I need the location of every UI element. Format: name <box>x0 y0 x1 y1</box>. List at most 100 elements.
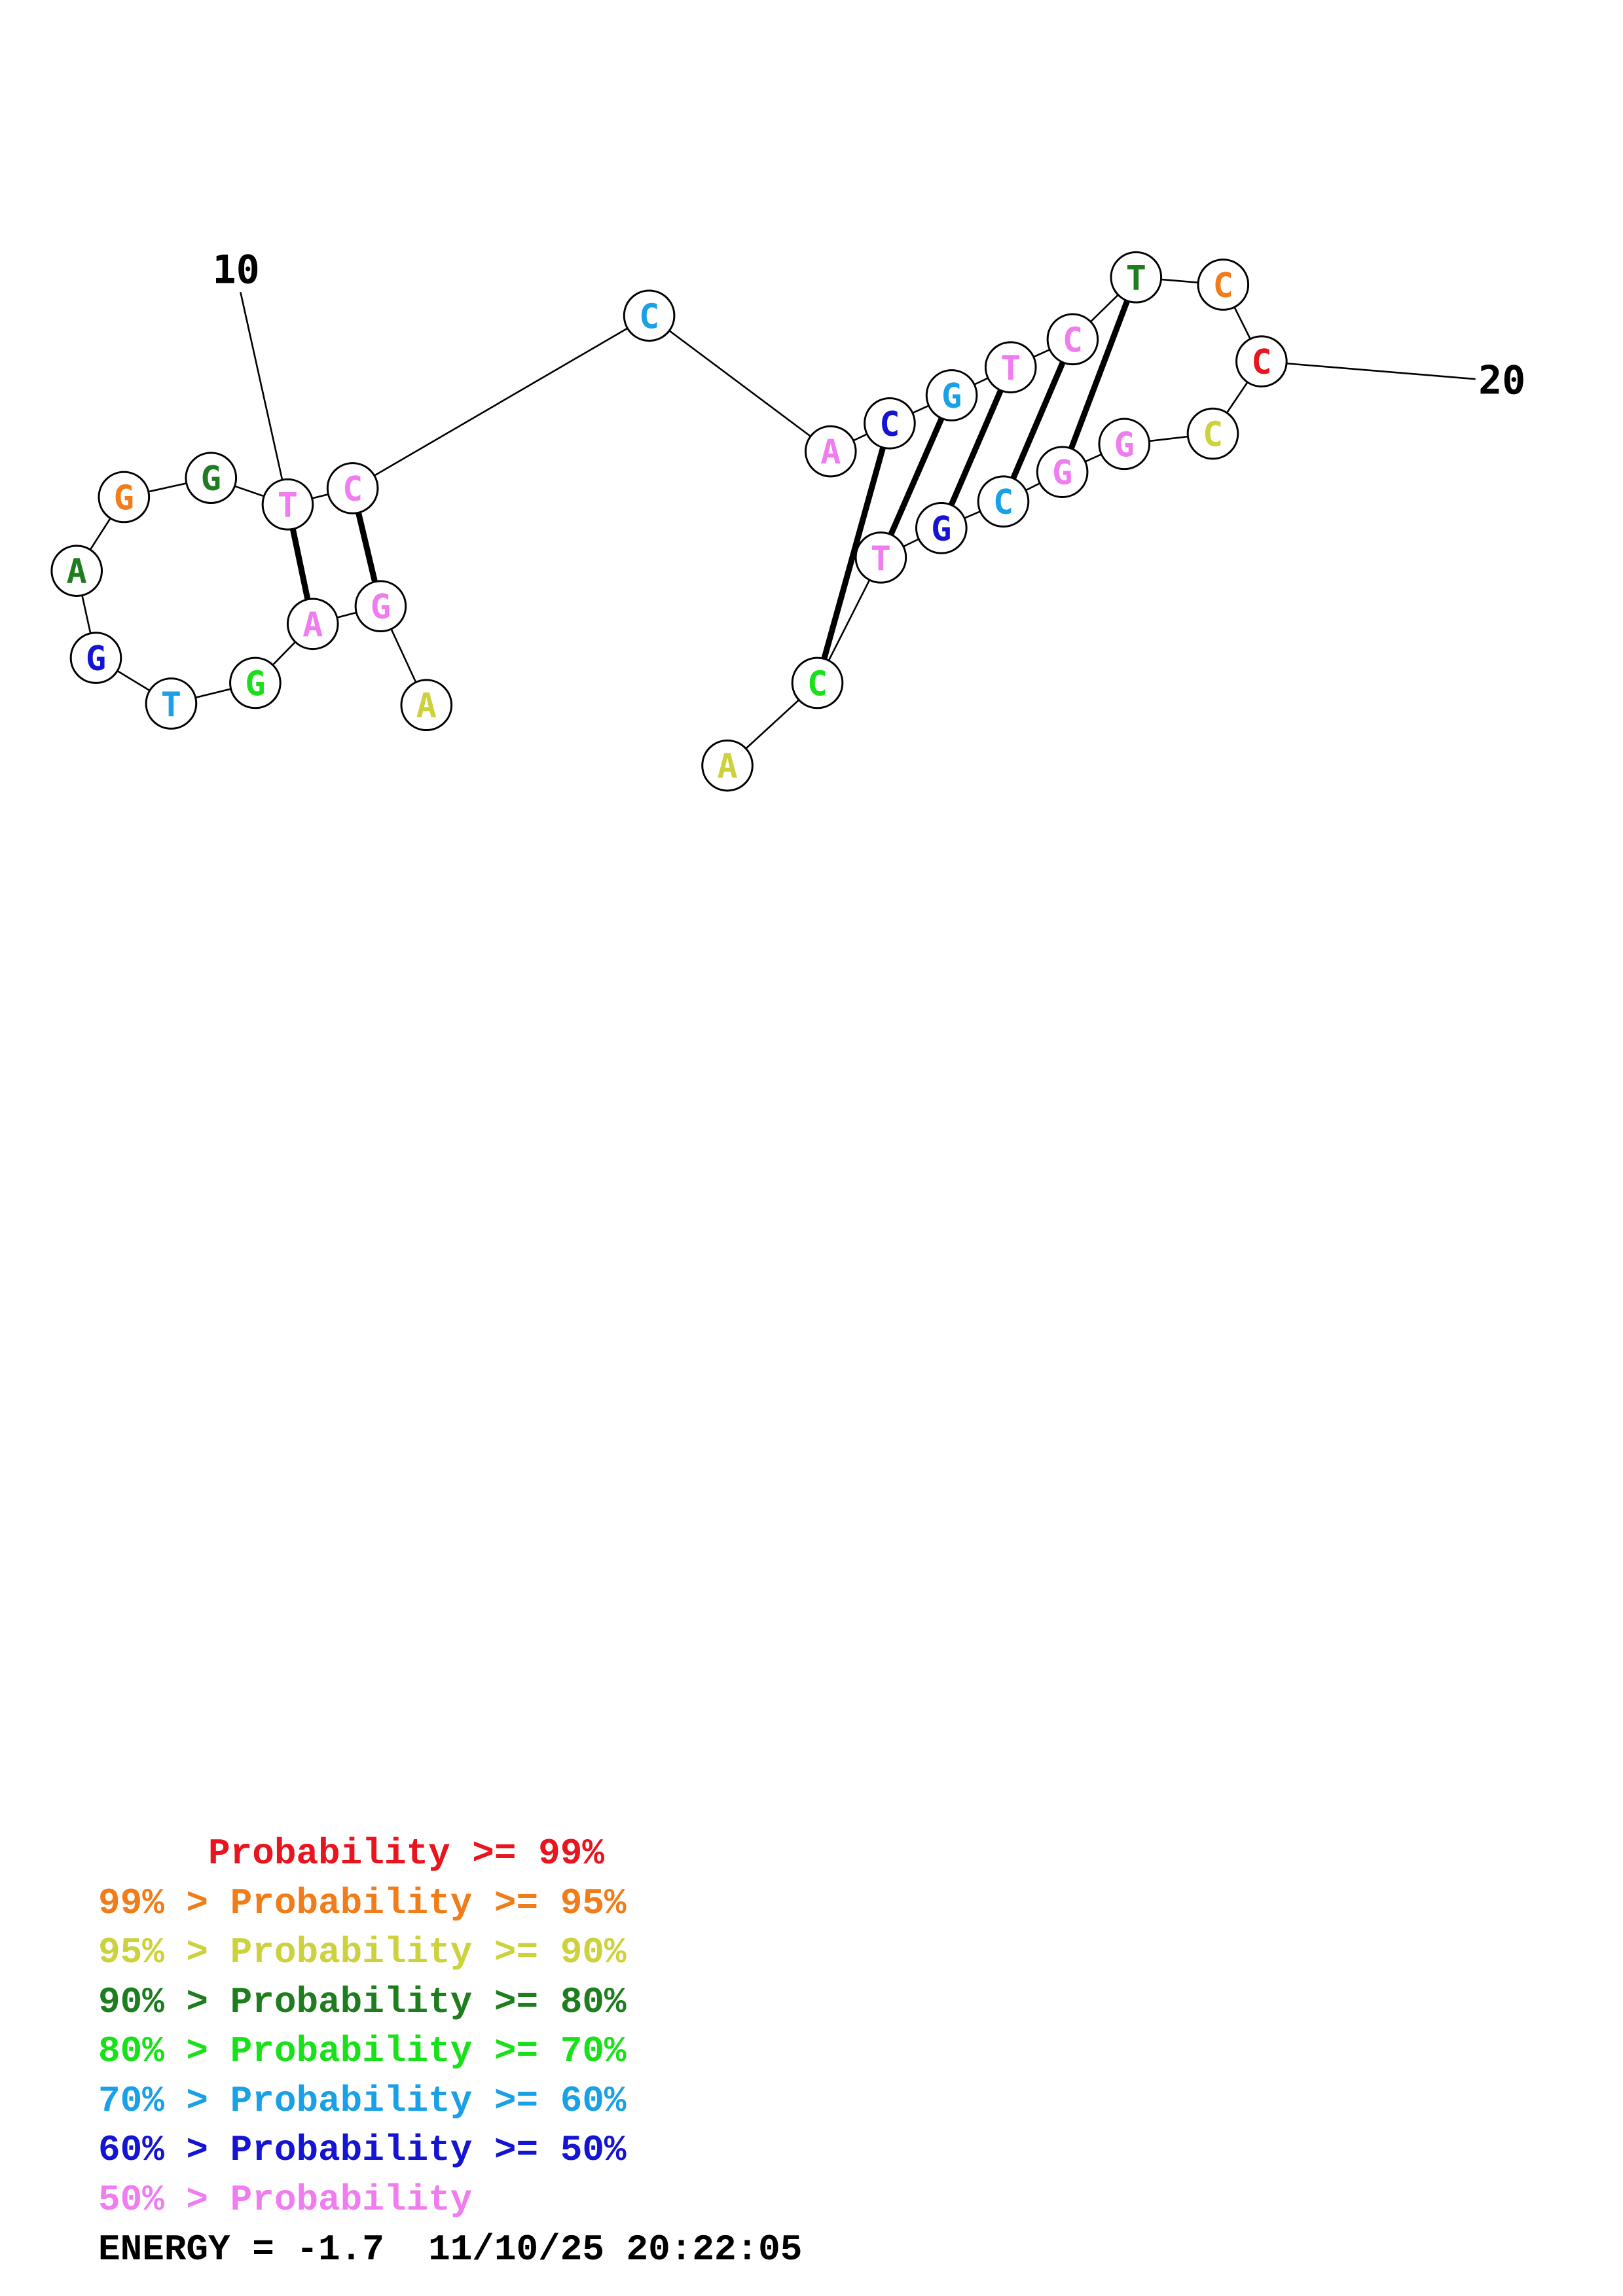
position-marker-label: 20 <box>1478 357 1525 403</box>
nucleotide: A <box>804 425 857 478</box>
nucleotide-letter: C <box>1213 266 1233 306</box>
base-pair-bond <box>938 366 1013 529</box>
nucleotide-letter: A <box>67 552 87 592</box>
backbone-segment <box>648 315 831 452</box>
nucleotide-circle <box>623 289 676 342</box>
nucleotide-letter: T <box>161 685 181 725</box>
nucleotide-circle <box>984 341 1037 393</box>
nucleotide-circle <box>804 425 857 478</box>
legend-entry: 50% > Probability <box>98 2178 473 2221</box>
nucleotide: G <box>1036 446 1089 498</box>
nucleotide-circle <box>1036 446 1089 498</box>
nucleotide-circle <box>69 632 122 684</box>
nucleotide: A <box>701 739 754 792</box>
nucleotide-circle <box>400 679 453 732</box>
nucleotide-letter: C <box>1063 321 1083 360</box>
nucleotide-letter: C <box>1251 343 1271 382</box>
nucleotide: T <box>145 677 198 730</box>
nucleotide: G <box>354 580 407 633</box>
nucleotide: G <box>915 501 968 554</box>
nucleotide-letter: T <box>1126 259 1146 298</box>
position-marker-line <box>240 291 289 505</box>
legend-entry: Probability >= 99% <box>98 1833 604 1874</box>
legend-entry: 60% > Probability >= 50% <box>98 2129 627 2171</box>
base-pair-bond <box>1059 276 1139 473</box>
nucleotide-circle <box>1046 313 1099 366</box>
position-marker-line <box>1261 360 1476 380</box>
nucleotide-letter: A <box>416 687 437 726</box>
base-pair-bond <box>878 394 955 559</box>
nucleotide-circle <box>854 531 907 584</box>
legend-entry: 95% > Probability >= 90% <box>98 1931 627 1973</box>
nucleotide-circle <box>98 471 151 524</box>
nucleotide-circle <box>791 656 844 709</box>
nucleotide-letter: C <box>879 405 900 444</box>
nucleotide-circle <box>1197 259 1250 311</box>
nucleotide: C <box>791 656 844 709</box>
nucleotide-circle <box>50 545 103 597</box>
nucleotide-circle <box>977 475 1030 528</box>
nucleotide: C <box>864 397 916 450</box>
position-marker-layer: 10 20 <box>212 247 1525 505</box>
nucleotide-letter: C <box>993 483 1013 522</box>
nucleotide-letter: T <box>1000 349 1021 388</box>
nucleotide-circle <box>925 369 978 422</box>
nucleotide: G <box>229 656 282 709</box>
base-pair-bond <box>814 422 893 684</box>
nucleotide-letter: G <box>86 639 106 679</box>
nucleotide: C <box>326 462 379 514</box>
energy-label: ENERGY = -1.7 11/10/25 20:22:05 <box>98 2229 803 2270</box>
backbone-segment <box>352 315 650 490</box>
base-pair-bond <box>1000 338 1076 503</box>
nucleotide: C <box>1186 407 1239 460</box>
nucleotide-circle <box>1186 407 1239 460</box>
nucleotide: T <box>1110 251 1163 304</box>
nucleotide-letter: T <box>871 539 891 579</box>
nucleotide-letter: C <box>342 470 363 509</box>
nucleotide-circle <box>354 580 407 633</box>
nucleotide-letter: C <box>1203 416 1223 455</box>
legend-entry: 99% > Probability >= 95% <box>98 1882 627 1924</box>
nucleotide-letter: A <box>820 433 841 473</box>
nucleotide-circle <box>261 478 314 531</box>
nucleotide-letter: G <box>114 478 134 518</box>
nucleotide-circle <box>701 739 754 792</box>
nucleotide-letter: G <box>1052 454 1072 493</box>
nucleotide-letter: G <box>201 459 221 499</box>
nucleotide: T <box>261 478 314 531</box>
nucleotide-circle <box>185 452 238 504</box>
legend-entry: 70% > Probability >= 60% <box>98 2079 627 2122</box>
nucleotide-letter: G <box>931 510 951 549</box>
nucleotide-circle <box>145 677 198 730</box>
nucleotide-letter: C <box>639 297 659 336</box>
nucleotide-letter: G <box>245 664 265 704</box>
nucleotide: A <box>286 598 339 651</box>
legend-entry: 80% > Probability >= 70% <box>98 2030 627 2072</box>
nucleotide-circle <box>915 501 968 554</box>
nucleotide: A <box>50 545 103 597</box>
nucleotide: G <box>1098 418 1151 471</box>
nucleotide: C <box>977 475 1030 528</box>
nucleotide-letter: A <box>302 605 323 645</box>
nucleotide-circle <box>229 656 282 709</box>
nucleotide: C <box>1235 335 1288 387</box>
nucleotide: G <box>185 452 238 504</box>
nucleotide: C <box>623 289 676 342</box>
nucleotide-circle <box>864 397 916 450</box>
nucleotide: G <box>69 632 122 684</box>
nucleotide: T <box>854 531 907 584</box>
nucleotide-letter: C <box>807 664 828 704</box>
nucleotide-circle <box>1110 251 1163 304</box>
nucleotide: A <box>400 679 453 732</box>
nucleotide: G <box>925 369 978 422</box>
nucleotide: C <box>1046 313 1099 366</box>
legend-entry: 90% > Probability >= 80% <box>98 1981 627 2023</box>
nucleotide-letter: G <box>1114 425 1135 465</box>
nucleotide: C <box>1197 259 1250 311</box>
nucleotide: T <box>984 341 1037 393</box>
nucleotide-circle <box>1235 335 1288 387</box>
nucleotide-circle <box>326 462 379 514</box>
nucleotide-letter: G <box>371 588 391 627</box>
